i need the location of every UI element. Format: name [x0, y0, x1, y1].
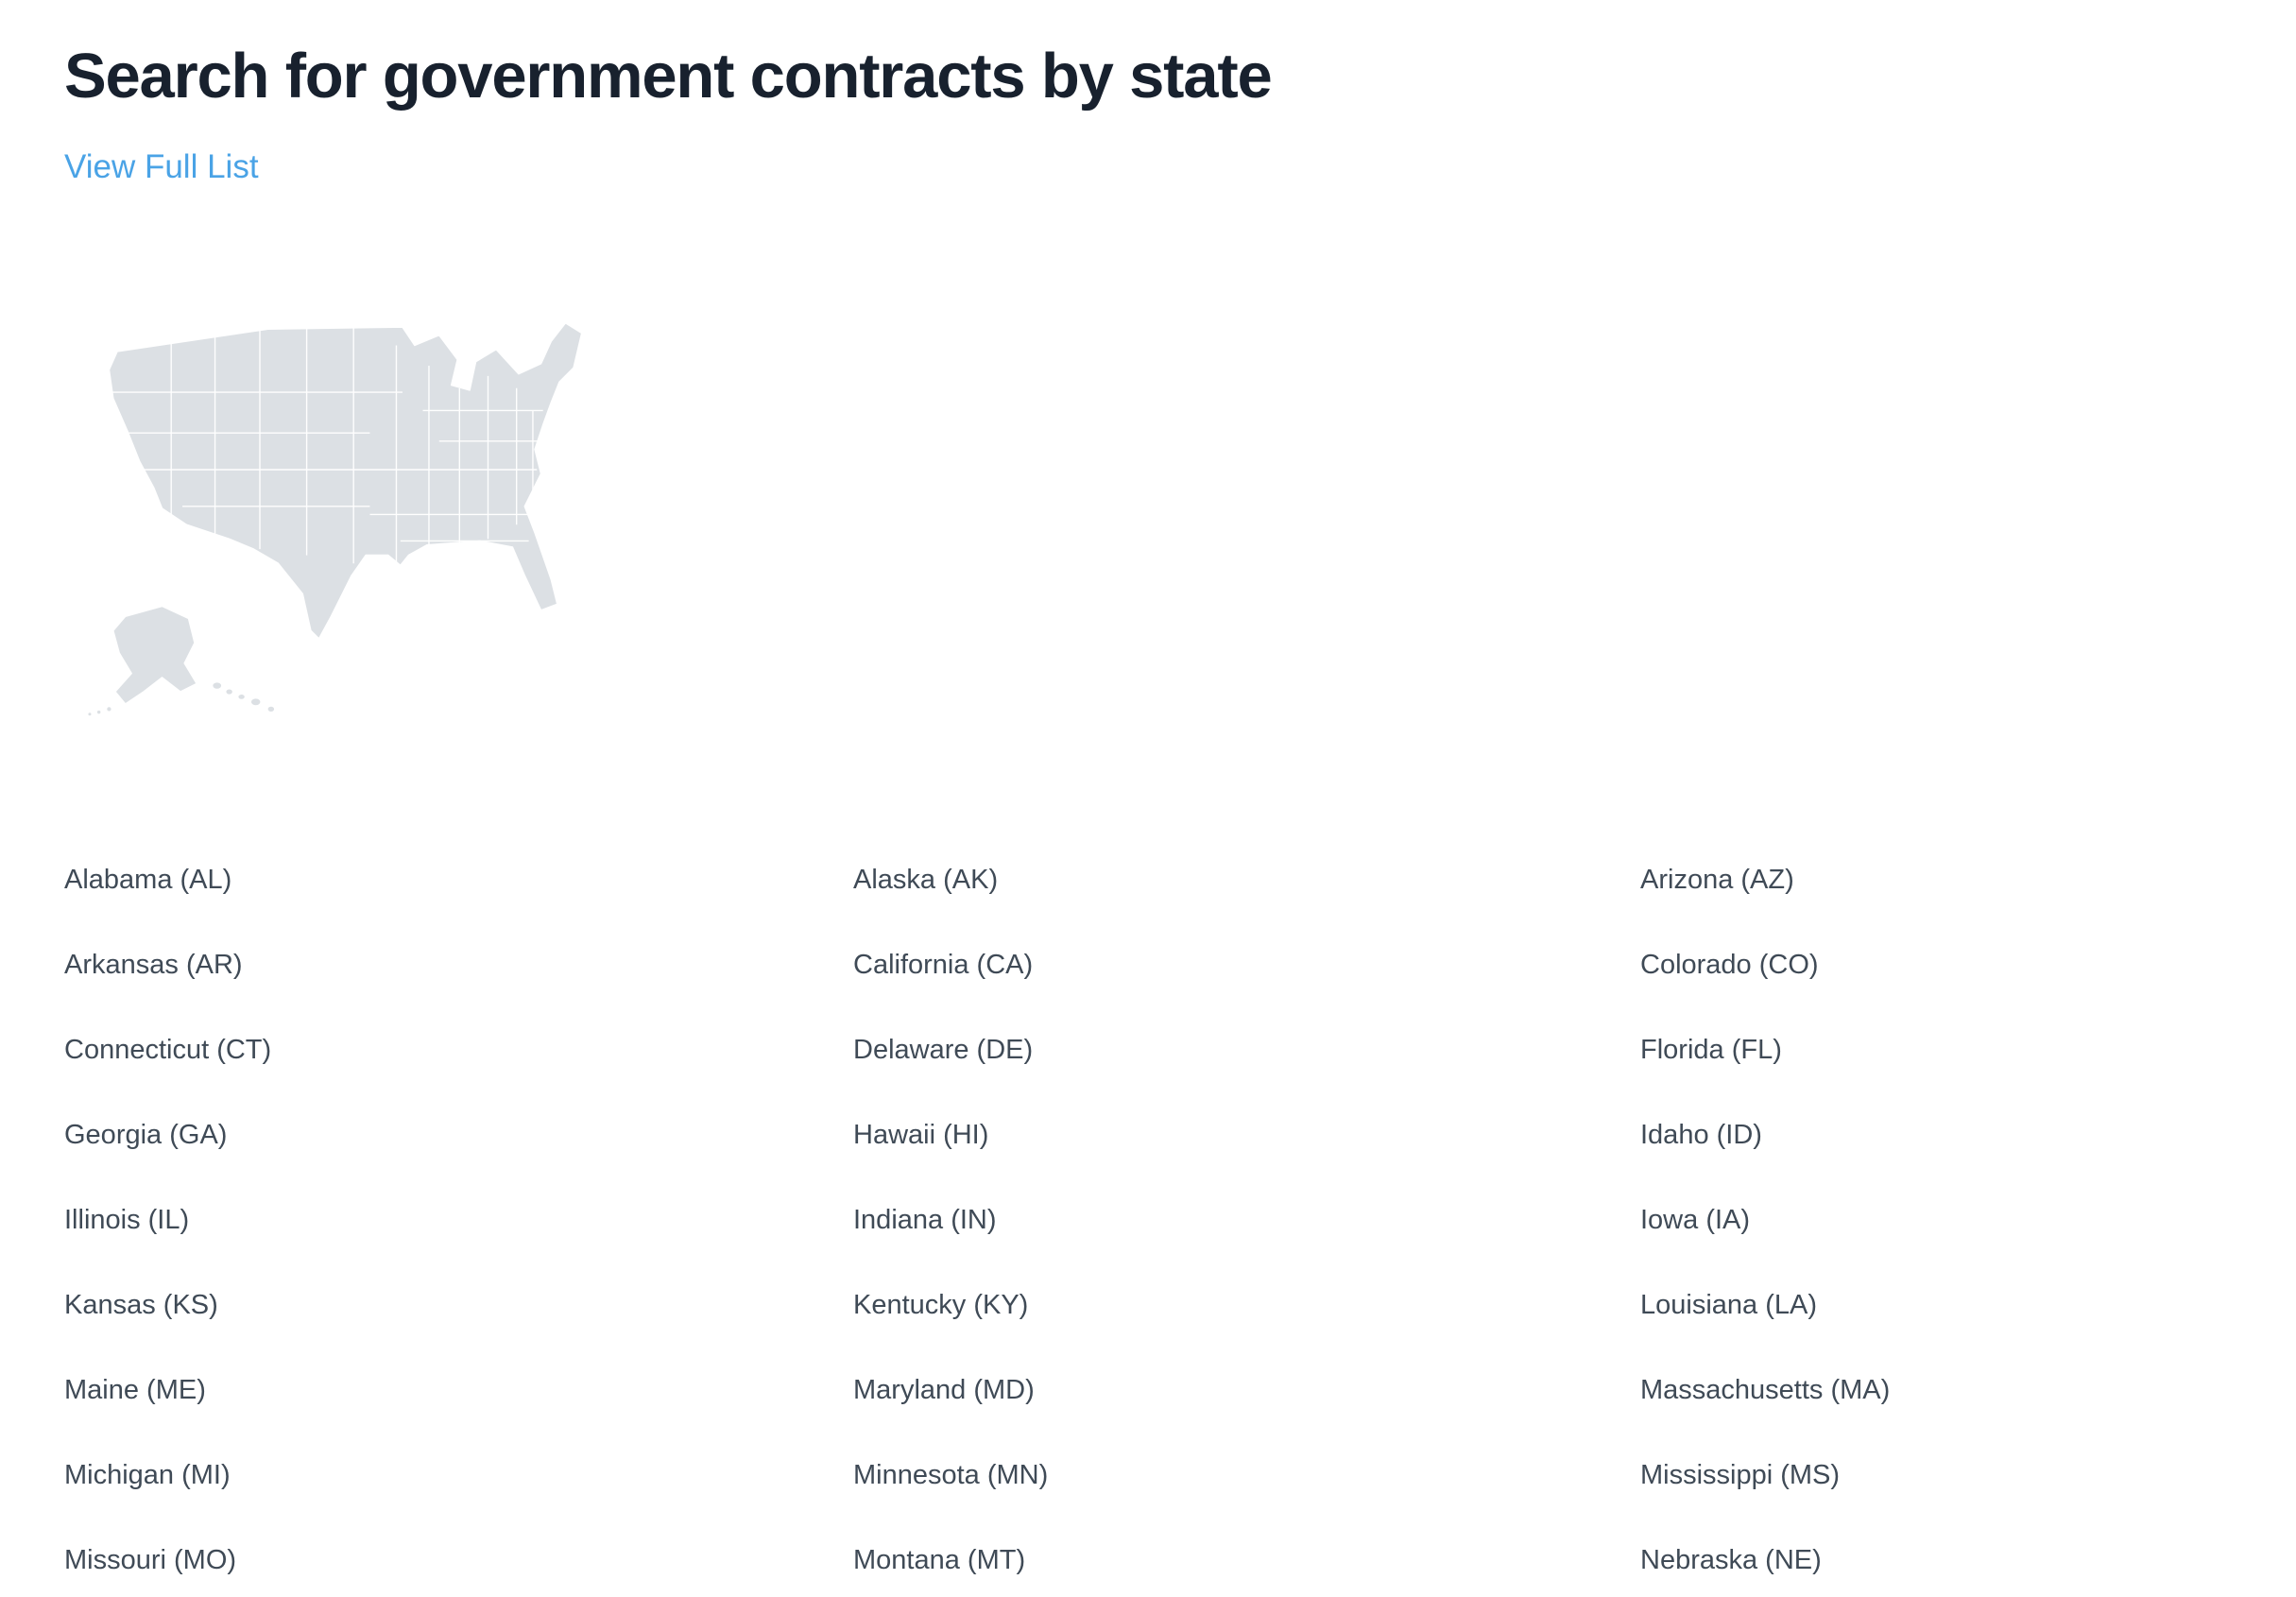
state-link[interactable]: Hawaii (HI) [853, 1119, 989, 1150]
islands [88, 682, 275, 716]
state-link[interactable]: Maryland (MD) [853, 1374, 1035, 1405]
state-link[interactable]: Louisiana (LA) [1640, 1289, 1817, 1320]
state-link[interactable]: Georgia (GA) [64, 1119, 228, 1150]
state-link[interactable]: Montana (MT) [853, 1544, 1026, 1575]
state-link[interactable]: Massachusetts (MA) [1640, 1374, 1891, 1405]
page-title: Search for government contracts by state [64, 41, 1273, 112]
state-link[interactable]: Idaho (ID) [1640, 1119, 1762, 1150]
state-link[interactable]: Nebraska (NE) [1640, 1544, 1822, 1575]
state-links-grid: Alabama (AL) Alaska (AK) Arizona (AZ) Arkan… [64, 837, 2258, 1597]
state-link[interactable]: Florida (FL) [1640, 1034, 1782, 1065]
us-map-icon [88, 322, 583, 716]
state-link[interactable]: Iowa (IA) [1640, 1204, 1751, 1235]
state-link[interactable]: Connecticut (CT) [64, 1034, 272, 1065]
state-link[interactable]: Indiana (IN) [853, 1204, 997, 1235]
state-link[interactable]: Delaware (DE) [853, 1034, 1034, 1065]
state-link[interactable]: Maine (ME) [64, 1374, 206, 1405]
state-link[interactable]: Colorado (CO) [1640, 949, 1819, 980]
state-link[interactable]: Minnesota (MN) [853, 1459, 1049, 1490]
us-map[interactable] [64, 288, 716, 716]
state-link[interactable]: Kansas (KS) [64, 1289, 218, 1320]
state-link[interactable]: Arizona (AZ) [1640, 864, 1794, 895]
state-link[interactable]: Michigan (MI) [64, 1459, 231, 1490]
view-full-list-link[interactable]: View Full List [64, 148, 259, 186]
state-link[interactable]: Alaska (AK) [853, 864, 999, 895]
state-link[interactable]: Illinois (IL) [64, 1204, 190, 1235]
state-link[interactable]: California (CA) [853, 949, 1034, 980]
state-link[interactable]: Arkansas (AR) [64, 949, 243, 980]
state-link[interactable]: Alabama (AL) [64, 864, 232, 895]
state-link[interactable]: Mississippi (MS) [1640, 1459, 1841, 1490]
state-link[interactable]: Kentucky (KY) [853, 1289, 1029, 1320]
state-link[interactable]: Missouri (MO) [64, 1544, 237, 1575]
page: Search for government contracts by state… [0, 40, 2296, 1597]
